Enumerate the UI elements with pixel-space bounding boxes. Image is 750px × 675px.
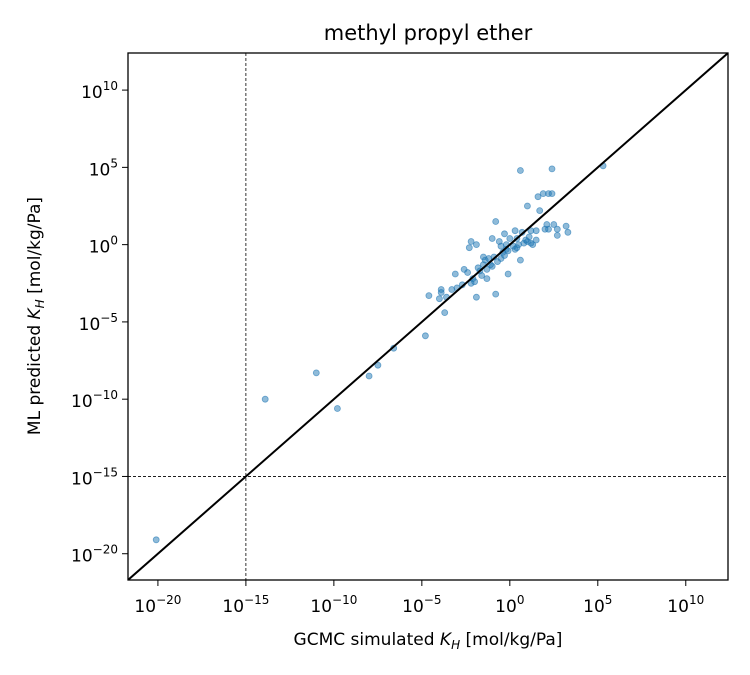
y-tick-label: 100: [89, 234, 118, 258]
data-point: [421, 332, 429, 340]
data-point: [472, 241, 480, 249]
axes: 10−20 10−15 10−10 10−5 100 105 1010 10−20 10−15 1…: [71, 79, 704, 617]
data-point: [504, 270, 512, 278]
data-point: [479, 253, 487, 261]
x-axis-label-symbol: K: [440, 630, 453, 650]
data-point: [504, 247, 512, 255]
y-tick-label: 105: [89, 156, 118, 180]
data-point: [471, 278, 479, 286]
data-point: [492, 218, 500, 225]
data-point: [529, 241, 537, 249]
data-point: [374, 361, 382, 369]
y-axis-label-subscript: H: [33, 299, 47, 308]
plot-frame: [127, 52, 729, 581]
data-point: [474, 264, 482, 272]
data-point: [365, 372, 373, 380]
x-tick-label: 105: [583, 593, 612, 617]
x-tick-label: 10−10: [310, 593, 357, 617]
data-point: [534, 193, 542, 201]
x-tick-label: 10−20: [134, 593, 181, 617]
data-point: [435, 295, 443, 303]
data-point: [553, 231, 561, 239]
data-point: [488, 235, 496, 242]
data-point: [548, 165, 556, 173]
x-axis-label-subscript: H: [451, 638, 460, 652]
data-point: [517, 256, 524, 264]
data-point: [472, 293, 480, 301]
y-tick-label: 10−15: [71, 465, 118, 489]
data-point: [488, 262, 496, 270]
data-point: [562, 222, 570, 230]
y-axis-label-prefix: ML predicted: [25, 319, 45, 435]
data-point: [501, 252, 508, 259]
data-point: [525, 233, 533, 241]
x-tick-label: 100: [495, 593, 524, 617]
data-point: [532, 227, 540, 235]
data-point: [425, 292, 433, 300]
data-point: [506, 235, 514, 242]
data-point: [483, 275, 491, 283]
data-point: [550, 221, 558, 228]
y-axis-label-symbol: K: [25, 306, 45, 319]
data-point: [460, 265, 468, 273]
data-point: [441, 309, 449, 317]
data-point: [532, 236, 540, 244]
x-axis-label-suffix: [mol/kg/Pa]: [460, 630, 562, 650]
data-points: [152, 162, 607, 544]
data-point: [483, 265, 491, 273]
y-tick-label: 10−20: [71, 543, 118, 567]
x-tick-label: 1010: [667, 593, 704, 617]
data-point: [467, 238, 475, 245]
data-point: [511, 227, 519, 235]
data-point: [451, 270, 459, 278]
data-point: [553, 225, 561, 233]
data-point: [261, 395, 269, 403]
data-point: [497, 242, 505, 250]
data-point: [465, 244, 473, 252]
data-point: [478, 272, 486, 279]
data-point: [548, 190, 556, 198]
x-axis-label-prefix: GCMC simulated: [294, 630, 440, 650]
data-point: [437, 286, 445, 293]
data-point: [564, 228, 572, 236]
data-point: [524, 202, 531, 210]
x-tick-label: 10−15: [222, 593, 269, 617]
data-point: [541, 225, 549, 233]
x-axis-label: GCMC simulated KH [mol/kg/Pa]: [294, 630, 563, 652]
data-point: [536, 207, 544, 215]
plot-area: [128, 53, 728, 580]
y-tick-label: 1010: [81, 79, 118, 103]
identity-line: [128, 53, 728, 580]
y-axis-label: ML predicted KH [mol/kg/Pa]: [25, 197, 47, 435]
data-point: [492, 290, 500, 298]
y-tick-label: 10−10: [71, 388, 118, 412]
y-tick-label: 10−5: [79, 311, 118, 335]
data-point: [517, 167, 524, 174]
chart-title: methyl propyl ether: [324, 21, 533, 45]
x-tick-label: 10−5: [402, 593, 441, 617]
y-axis-label-suffix: [mol/kg/Pa]: [25, 197, 45, 299]
data-point: [312, 369, 320, 377]
data-point: [501, 230, 508, 238]
data-point: [333, 405, 341, 412]
data-point: [152, 536, 160, 544]
